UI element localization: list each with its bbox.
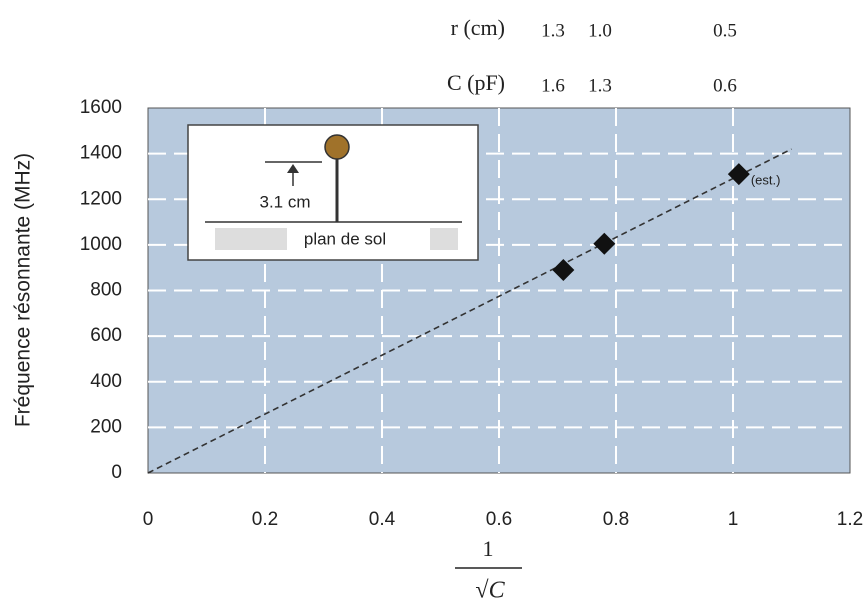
y-tick-label: 400 bbox=[90, 371, 122, 392]
y-tick-label: 800 bbox=[90, 280, 122, 301]
table-cell: 1.0 bbox=[588, 20, 612, 41]
antenna-ball bbox=[324, 134, 350, 160]
fit-line bbox=[147, 148, 792, 474]
y-tick-label: 1600 bbox=[80, 97, 122, 118]
x-tick-label: 0.6 bbox=[486, 509, 512, 530]
y-tick-label: 1400 bbox=[80, 143, 122, 164]
table-cell: 0.6 bbox=[713, 75, 737, 96]
table-cell: 1.6 bbox=[541, 75, 565, 96]
y-axis-label: Fréquence résonnante (MHz) bbox=[12, 153, 35, 427]
point-annotation: (est.) bbox=[751, 173, 781, 188]
ground-hatch bbox=[430, 228, 458, 250]
y-tick-label: 600 bbox=[90, 325, 122, 346]
table-cell: 1.3 bbox=[541, 20, 565, 41]
y-tick-label: 1000 bbox=[80, 234, 122, 255]
table-row-label: r (cm) bbox=[451, 15, 505, 40]
ground-hatch bbox=[215, 228, 287, 250]
y-tick-label: 200 bbox=[90, 416, 122, 437]
table-cell: 0.5 bbox=[713, 20, 737, 41]
table-cell: 1.3 bbox=[588, 75, 612, 96]
ground-label: plan de sol bbox=[304, 229, 386, 248]
grid bbox=[148, 108, 850, 473]
arrow-head bbox=[287, 164, 299, 173]
inset: 3.1 cm plan de sol bbox=[187, 124, 479, 261]
x-tick-label: 0.8 bbox=[603, 509, 629, 530]
data-point bbox=[593, 232, 616, 255]
x-tick-label: 0.4 bbox=[369, 509, 396, 530]
x-label-denominator: √C bbox=[475, 578, 505, 604]
dimension-label: 3.1 cm bbox=[259, 192, 310, 211]
data-point bbox=[552, 258, 575, 281]
x-tick-label: 1.2 bbox=[837, 509, 863, 530]
marks: (est.) bbox=[147, 148, 792, 474]
table-row-label: C (pF) bbox=[447, 70, 505, 95]
x-tick-label: 1 bbox=[728, 509, 739, 530]
y-tick-label: 0 bbox=[111, 462, 122, 483]
data-point bbox=[727, 163, 750, 186]
y-tick-label: 1200 bbox=[80, 188, 122, 209]
x-tick-label: 0 bbox=[143, 509, 154, 530]
x-label-numerator: 1 bbox=[483, 536, 494, 561]
x-tick-label: 0.2 bbox=[252, 509, 278, 530]
